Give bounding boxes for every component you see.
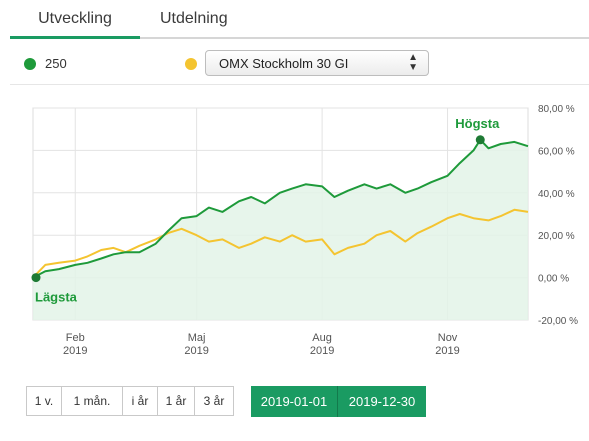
- x-tick-label: Aug: [312, 332, 332, 344]
- y-tick-label: -20,00 %: [538, 316, 578, 327]
- x-tick-label: Feb: [66, 332, 85, 344]
- x-tick-year-label: 2019: [184, 345, 208, 357]
- date-to-button[interactable]: 2019-12-30: [338, 386, 426, 417]
- range-3y-button[interactable]: 3 år: [194, 386, 234, 416]
- x-tick-year-label: 2019: [63, 345, 87, 357]
- y-tick-label: 60,00 %: [538, 146, 575, 157]
- x-tick-label: Maj: [188, 332, 206, 344]
- active-tab-indicator: [10, 36, 140, 39]
- tab-bar: Utveckling Utdelning: [0, 0, 589, 40]
- series-line: [32, 138, 529, 279]
- chart-svg: 80,00 % 60,00 % 40,00 % 20,00 % 0,00 % -20,00…: [31, 104, 578, 357]
- series-area-fill: [33, 139, 528, 320]
- x-tick-year-label: 2019: [310, 345, 334, 357]
- low-label: Lägsta: [35, 290, 78, 305]
- compare-index-value: OMX Stockholm 30 GI: [219, 56, 349, 71]
- range-1m-button[interactable]: 1 mån.: [61, 386, 123, 416]
- y-tick-label: 0,00 %: [538, 274, 569, 285]
- tab-divider: [140, 37, 589, 39]
- y-tick-label: 40,00 %: [538, 189, 575, 200]
- x-tick-year-label: 2019: [435, 345, 459, 357]
- y-tick-label: 20,00 %: [538, 231, 575, 242]
- series-dot-icon: [24, 58, 36, 70]
- series-label: 250: [45, 56, 67, 71]
- low-marker: [31, 273, 41, 283]
- legend-row: 250 OMX Stockholm 30 GI ▲ ▼: [10, 42, 589, 85]
- range-1w-button[interactable]: 1 v.: [26, 386, 62, 416]
- series-line: [32, 208, 529, 279]
- high-marker: [475, 135, 485, 145]
- x-tick-label: Nov: [438, 332, 458, 344]
- high-label: Högsta: [455, 116, 500, 131]
- tab-utveckling[interactable]: Utveckling: [38, 10, 112, 27]
- tab-utdelning[interactable]: Utdelning: [160, 10, 228, 27]
- y-tick-label: 80,00 %: [538, 104, 575, 115]
- date-from-button[interactable]: 2019-01-01: [251, 386, 338, 417]
- compare-index-select[interactable]: OMX Stockholm 30 GI ▲ ▼: [205, 50, 429, 76]
- compare-dot-icon: [185, 58, 197, 70]
- range-1y-button[interactable]: 1 år: [157, 386, 195, 416]
- select-arrows-icon: ▲ ▼: [408, 52, 418, 73]
- range-ytd-button[interactable]: i år: [122, 386, 158, 416]
- chart: 80,00 % 60,00 % 40,00 % 20,00 % 0,00 % -20,00…: [0, 88, 589, 368]
